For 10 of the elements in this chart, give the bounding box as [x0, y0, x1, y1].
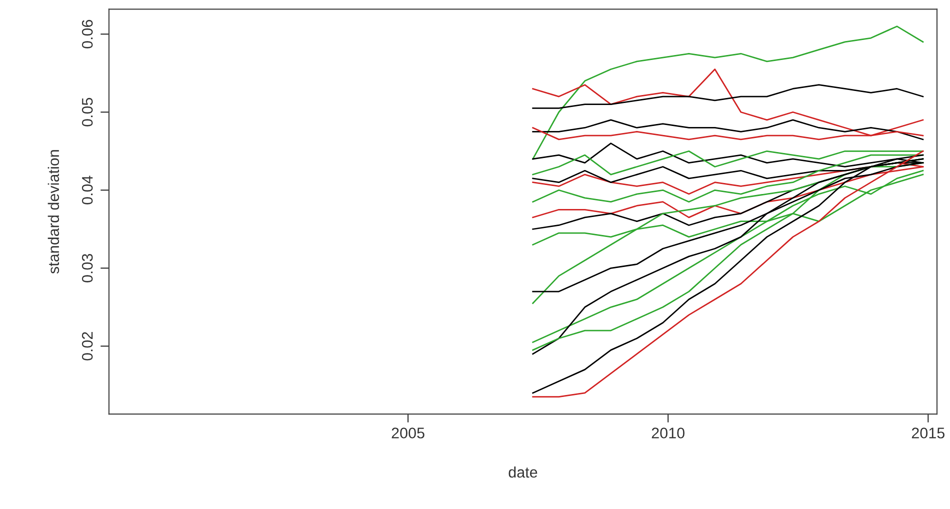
- y-tick-label: 0.05: [82, 98, 93, 126]
- x-tick-label: 2010: [652, 428, 684, 438]
- y-tick-label: 0.03: [82, 254, 93, 282]
- y-tick-label: 0.04: [82, 176, 93, 204]
- x-tick-label: 2015: [912, 428, 944, 438]
- y-tick-label: 0.02: [82, 332, 93, 360]
- y-axis-title: standard deviation: [48, 150, 60, 274]
- y-tick-label: 0.06: [82, 20, 93, 48]
- x-tick-label: 2005: [392, 428, 424, 438]
- x-axis-title: date: [508, 466, 538, 478]
